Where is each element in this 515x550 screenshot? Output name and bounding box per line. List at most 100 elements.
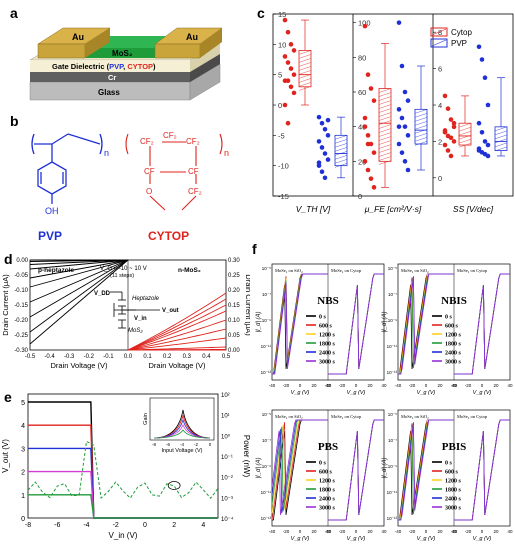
panel-e-letter: e — [4, 389, 12, 405]
f-xtick-label: 20 — [367, 383, 373, 388]
c-pvp-point — [322, 175, 328, 181]
c-ytick-label: 40 — [358, 123, 366, 132]
c-pvp-point — [476, 146, 482, 151]
d-heptazole-curve — [29, 259, 129, 288]
f-title: NBIS — [441, 295, 467, 307]
d-mos2-curve — [127, 328, 227, 351]
c-box-hatch — [494, 126, 508, 132]
c-box-hatch — [378, 132, 392, 137]
f-curve-cytop — [328, 419, 384, 521]
c-pvp-point — [402, 89, 408, 95]
d-mos2-curve — [127, 292, 227, 351]
c-ytick-label: 0 — [358, 192, 362, 201]
c-box — [334, 134, 348, 167]
panel-d-output-curves: d -0.5 -0.4 -0.3 -0.2 -0.1 0.0 0.1 0.2 0.3 0.4 0.5… — [1, 251, 250, 370]
f-xlabel-right: V_g (V) — [347, 536, 366, 542]
d-bias-text: V_G = -10 ~ 10 V — [100, 266, 147, 272]
f-xtick-label: -40 — [395, 529, 402, 534]
e-ytick-right-label: 10⁻⁴ — [221, 516, 234, 523]
c-pvp-point — [325, 117, 331, 123]
e-inset-gain-curve — [153, 429, 211, 439]
cytop-atom-6: O — [146, 187, 152, 196]
legend-cytop-swatch — [430, 27, 448, 37]
legend-cytop-label: Cytop — [451, 28, 472, 37]
c-cytop-point — [371, 150, 377, 155]
d-heptazole-curve — [29, 259, 129, 265]
f-xtick-label: -20 — [465, 383, 472, 388]
channel-label: MoS₂ — [112, 49, 133, 58]
pvp-oh: OH — [45, 206, 59, 216]
c-pvp-point — [405, 167, 411, 173]
panel-b-letter: b — [10, 113, 19, 129]
c-cytop-point — [442, 128, 448, 133]
f-xtick-label: 40 — [451, 383, 457, 388]
c-cytop-point — [288, 84, 294, 90]
c-box-hatch — [378, 140, 392, 145]
f-xtick-label: -40 — [325, 383, 332, 388]
f-xtick-label: 20 — [437, 529, 443, 534]
c-box-hatch — [458, 131, 472, 136]
c-cytop-point — [371, 98, 377, 103]
e-ytick-right-label: 10⁻¹ — [221, 455, 233, 461]
f-ylabel: |I_d| (A) — [256, 457, 262, 478]
e-xtick-label: 4 — [201, 522, 205, 529]
d-mos2-curve — [127, 298, 227, 351]
c-box-hatch — [334, 139, 348, 144]
d-xtick-label: -0.4 — [44, 354, 55, 360]
f-legend-label: 600 s — [445, 324, 459, 330]
f-curve-cytop — [328, 419, 384, 521]
c-cytop-point — [442, 142, 448, 148]
c-ytick-label: 60 — [358, 88, 366, 97]
cytop-atom-2: CF₂ — [186, 137, 200, 146]
c-box-hatch — [458, 123, 472, 128]
panel-c-letter: c — [257, 5, 265, 21]
f-ytick-label: 10⁻¹³ — [387, 370, 398, 375]
c-box-hatch — [414, 125, 428, 130]
panel-e-transfer-curves: e -8 -6 -4 -2 0 2 4 0 1 2 3 4 5 10⁻⁴ 10⁻³ 10⁻² 10⁻¹ 10⁰ 10… — [1, 389, 250, 540]
e-vout-curve — [28, 447, 218, 519]
c-cytop-point — [282, 102, 288, 108]
e-inset-gain-curve — [153, 409, 211, 439]
c-box-hatch — [378, 128, 392, 133]
c-ytick-label: 80 — [358, 53, 366, 62]
au-right-label: Au — [186, 32, 198, 42]
c-box-hatch — [494, 130, 508, 136]
c-pvp-point — [402, 124, 408, 129]
panel-f-letter: f — [252, 241, 257, 257]
f-xtick-label: 40 — [325, 383, 331, 388]
d-xtick-label: 0.5 — [222, 354, 231, 360]
panel-c-legend: Cytop PVP — [430, 27, 472, 48]
d-xlabel-right: Drain Voltage (V) — [148, 361, 206, 370]
c-box-hatch — [378, 120, 392, 125]
f-ytick-label: 10⁻¹³ — [261, 370, 272, 375]
f-xtick-label: 40 — [451, 529, 457, 534]
c-cytop-point — [448, 153, 454, 159]
cytop-atom-1: CF₂ — [140, 137, 154, 146]
f-legend-label: 2400 s — [445, 351, 462, 357]
c-box-hatch — [378, 104, 392, 109]
c-box-hatch — [494, 146, 508, 152]
f-legend-label: 2400 s — [319, 497, 336, 503]
e-inset-gain-curve — [153, 423, 211, 439]
d-heptazole-curve — [29, 259, 129, 345]
c-ytick-label: 2 — [438, 137, 442, 146]
c-pvp-point — [396, 141, 402, 147]
c-ytick-label: 10 — [278, 40, 286, 49]
c-pvp-point — [325, 133, 331, 138]
c-cytop-point — [285, 60, 291, 65]
f-xtick-label: 0 — [481, 529, 484, 534]
f-xtick-label: 0 — [481, 383, 484, 388]
f-curve-cytop — [454, 419, 510, 521]
c-box-hatch — [414, 117, 428, 122]
f-ytick-label: 10⁻¹¹ — [261, 490, 272, 495]
e-xtick-label: 0 — [143, 522, 147, 529]
cytop-atom-7: CF₂ — [188, 187, 202, 196]
c-pvp-point — [482, 139, 488, 144]
f-legend-label: 0 s — [319, 315, 327, 321]
cytop-name: CYTOP — [148, 229, 189, 243]
f-legend-label: 0 s — [319, 461, 327, 467]
f-xtick-label: 20 — [367, 529, 373, 534]
c-pvp-point — [396, 124, 402, 129]
d-mos2-curve — [127, 310, 227, 351]
c-ytick-label: 5 — [278, 71, 282, 80]
